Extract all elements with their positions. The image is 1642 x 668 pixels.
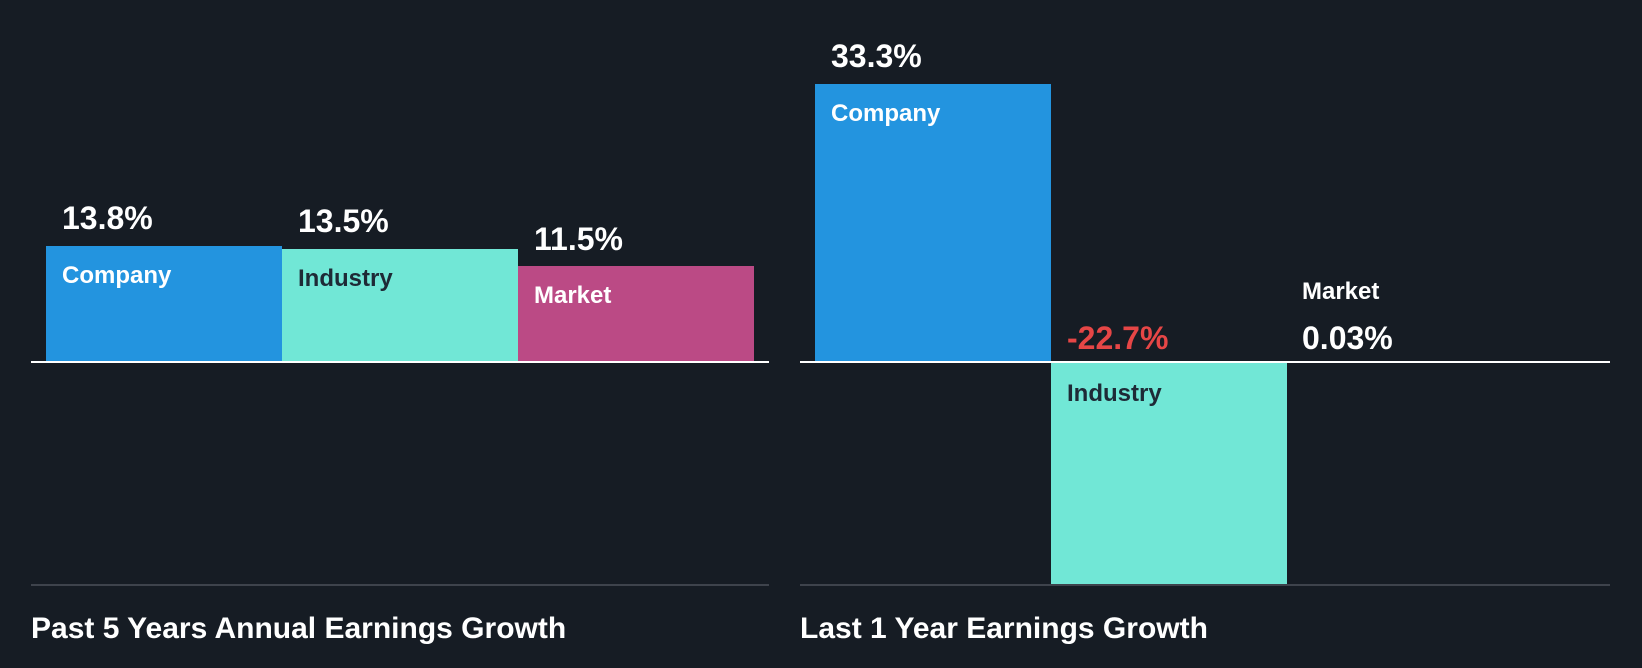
bar-industry-5y: Industry: [282, 249, 518, 362]
chart-title-1y: Last 1 Year Earnings Growth: [800, 612, 1208, 645]
value-industry-5y: 13.5%: [298, 203, 389, 239]
chart-title-5y: Past 5 Years Annual Earnings Growth: [31, 612, 567, 645]
zero-baseline: [800, 361, 1610, 363]
bar-company-5y: Company: [46, 246, 282, 362]
bar-label-industry: Industry: [298, 265, 393, 292]
zero-baseline: [31, 361, 769, 363]
panel-5y-growth: Company 13.8% Industry 13.5% Market 11.5…: [0, 0, 800, 668]
bar-label-market: Market: [1302, 278, 1380, 305]
value-market-5y: 11.5%: [534, 221, 623, 257]
value-company-5y: 13.8%: [62, 200, 153, 236]
bar-label-company: Company: [831, 100, 941, 127]
bottom-rule: [31, 584, 769, 586]
bar-label-market: Market: [534, 282, 612, 309]
bar-company-1y: Company: [815, 84, 1051, 362]
bar-label-company: Company: [62, 262, 172, 289]
bar-label-industry: Industry: [1067, 380, 1162, 407]
bottom-rule: [800, 584, 1610, 586]
bar-market-5y: Market: [518, 266, 754, 362]
value-industry-1y: -22.7%: [1067, 320, 1169, 356]
value-company-1y: 33.3%: [831, 38, 922, 74]
bar-industry-1y: Industry: [1051, 362, 1287, 585]
value-market-1y: 0.03%: [1302, 320, 1393, 356]
